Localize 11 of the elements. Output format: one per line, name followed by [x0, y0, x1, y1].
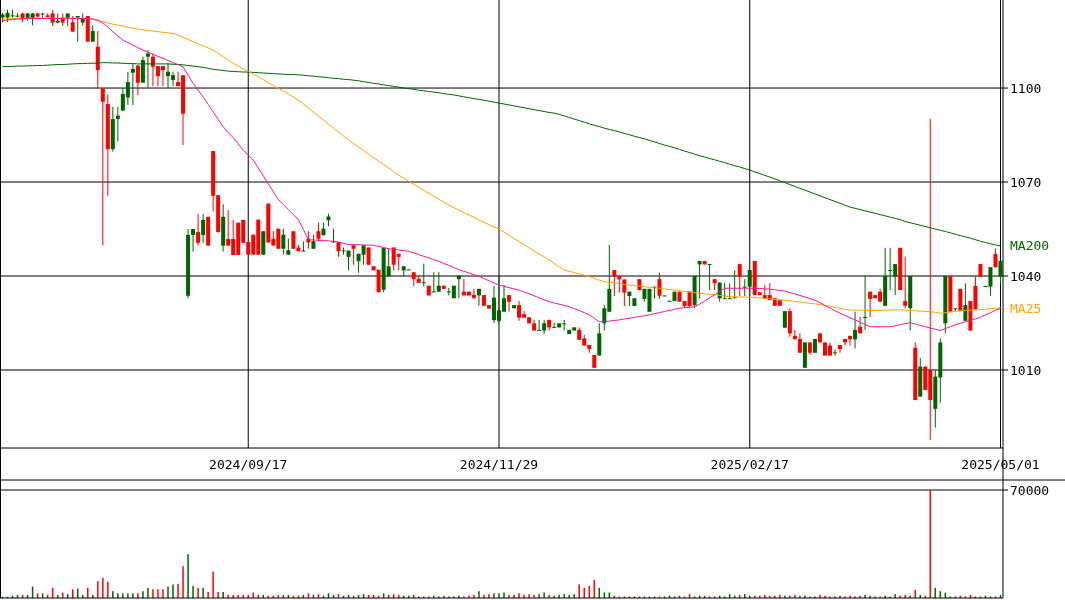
y-tick-label: 1040 [1010, 268, 1042, 284]
y-tick-label: 1070 [1010, 174, 1042, 190]
y-tick-label: 1100 [1010, 80, 1042, 96]
x-tick-label: 2024/09/17 [209, 456, 288, 472]
y-tick-label: 1010 [1010, 362, 1042, 378]
x-tick-label: 2025/05/01 [961, 456, 1040, 472]
x-tick-label: 2025/02/17 [710, 456, 789, 472]
series-label: MA200 [1010, 238, 1050, 254]
x-tick-label: 2024/11/29 [459, 456, 539, 472]
series-label: MA25 [1010, 300, 1042, 316]
y-tick-label: 70000 [1010, 482, 1050, 498]
